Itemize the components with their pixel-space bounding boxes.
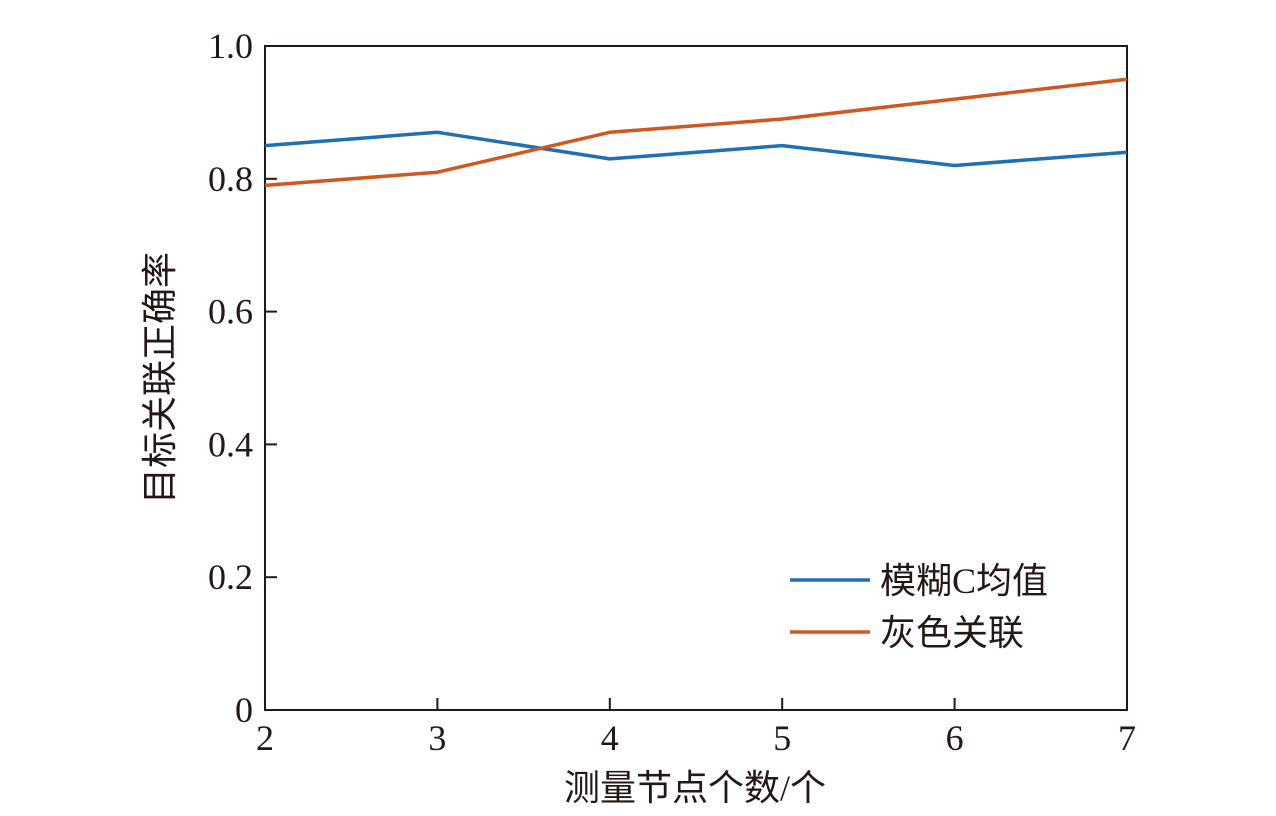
series-layer xyxy=(264,77,1128,188)
legend-label-2: 灰色关联 xyxy=(880,613,1024,653)
y-axis-label: 目标关联正确率 xyxy=(140,252,180,504)
x-tick-label: 5 xyxy=(773,718,791,758)
x-tick-label: 3 xyxy=(428,718,446,758)
x-tick-label: 7 xyxy=(1118,718,1136,758)
x-tick-label: 4 xyxy=(601,718,619,758)
y-tick-label: 0.2 xyxy=(208,557,253,597)
series-line-1 xyxy=(264,130,1128,168)
legend-label-1: 模糊C均值 xyxy=(880,561,1048,601)
x-tick-label: 6 xyxy=(946,718,964,758)
y-tick-label: 0.8 xyxy=(208,159,253,199)
x-axis-label: 测量节点个数/个 xyxy=(564,768,826,808)
plot-area-border xyxy=(264,45,1128,711)
ticks-layer: 2 3 4 5 6 7 0 0.2 0.4 0.6 0.8 1.0 xyxy=(208,26,1136,758)
y-tick-label: 0.4 xyxy=(208,424,253,464)
x-tick-label: 2 xyxy=(256,718,274,758)
y-tick-label: 1.0 xyxy=(208,26,253,66)
series-line-2 xyxy=(264,77,1128,188)
y-tick-label: 0 xyxy=(235,690,253,730)
y-tick-label: 0.6 xyxy=(208,292,253,332)
plot-frame xyxy=(264,45,1128,711)
